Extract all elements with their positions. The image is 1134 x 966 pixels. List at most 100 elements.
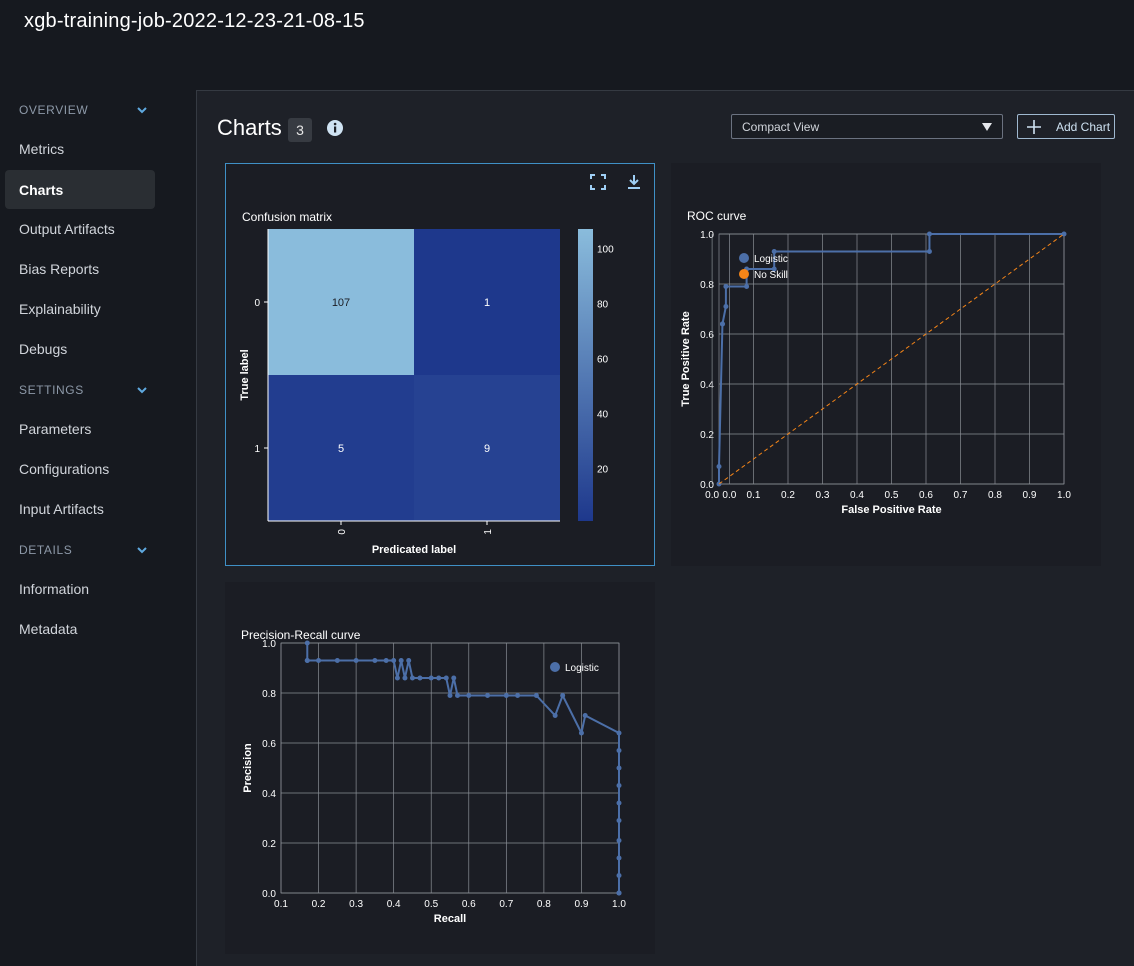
data-point (316, 658, 322, 663)
y-tick-label: 0.8 (700, 280, 714, 291)
data-point (926, 231, 932, 237)
x-tick-label: 0.7 (954, 490, 968, 501)
chart-card-precision-recall[interactable]: Precision-Recall curve 0.0 0.2 0.4 0.6 0.8 1.… (225, 582, 655, 954)
chevron-down-icon (137, 107, 147, 114)
y-tick-label: 0.0 (700, 480, 714, 491)
colorbar-tick-label: 40 (597, 410, 609, 421)
section-settings[interactable]: SETTINGS (19, 380, 149, 400)
charts-panel: Charts 3 Compact View Add Chart Confusio… (196, 90, 1134, 966)
sidebar-item-output-artifacts[interactable]: Output Artifacts (19, 221, 115, 237)
y-tick-label: 0.6 (262, 739, 276, 750)
data-point (616, 748, 622, 753)
chart-card-confusion-matrix[interactable]: Confusion matrix 107 1 5 9 0 1 0 1 Predicated la… (225, 163, 655, 566)
charts-count-badge: 3 (288, 118, 312, 142)
x-tick-label: 0.8 (988, 490, 1002, 501)
confusion-matrix-chart: 107 1 5 9 0 1 0 1 Predicated label True label 100 8… (239, 229, 614, 556)
y-tick-label: 1.0 (262, 640, 276, 650)
chevron-down-icon (137, 387, 147, 394)
no-skill-line (718, 233, 1065, 485)
data-point (552, 713, 558, 718)
info-icon[interactable] (326, 119, 344, 137)
colorbar-tick-label: 20 (597, 465, 609, 476)
sidebar-item-metadata[interactable]: Metadata (19, 621, 78, 637)
data-point (578, 730, 584, 736)
data-point (383, 658, 389, 663)
legend-marker (550, 662, 560, 672)
data-point (466, 693, 472, 698)
expand-icon[interactable] (590, 174, 606, 190)
data-point (723, 304, 729, 309)
x-tick-label: 0.6 (462, 899, 476, 910)
x-tick-label: 1.0 (1057, 490, 1071, 501)
sidebar-item-bias-reports[interactable]: Bias Reports (19, 261, 100, 277)
data-point (443, 675, 449, 681)
sidebar-item-input-artifacts[interactable]: Input Artifacts (19, 501, 104, 517)
y-tick-label: 0.4 (262, 789, 276, 800)
add-chart-label: Add Chart (1056, 120, 1111, 134)
y-tick-label: 1.0 (700, 230, 714, 241)
data-point (719, 321, 725, 327)
section-details[interactable]: DETAILS (19, 540, 149, 560)
y-tick-label: 0.4 (700, 380, 714, 391)
colorbar-tick-label: 80 (597, 299, 609, 310)
data-point (353, 658, 359, 663)
cell-value-label: 5 (338, 443, 344, 455)
section-overview[interactable]: OVERVIEW (19, 100, 149, 120)
legend-label: No Skill (754, 270, 788, 281)
data-point (372, 658, 378, 663)
legend-marker (739, 253, 749, 263)
data-point (616, 873, 622, 878)
y-tick-label: 0.2 (700, 430, 714, 441)
x-tick-label: 0.5 (885, 490, 899, 501)
data-point (428, 675, 434, 681)
sidebar-item-debugs[interactable]: Debugs (19, 341, 68, 357)
view-mode-select[interactable]: Compact View (731, 114, 1003, 139)
data-point (436, 675, 442, 681)
x-tick-label: 0.0 (705, 490, 719, 501)
precision-recall-chart: 0.0 0.2 0.4 0.6 0.8 1.0 0.1 0.2 0.3 0.4 0.5 0.6 0.7 0… (242, 640, 626, 925)
data-point (616, 800, 622, 806)
sidebar-item-parameters[interactable]: Parameters (19, 421, 92, 437)
add-chart-button[interactable]: Add Chart (1017, 114, 1115, 139)
cell-value-label: 1 (484, 297, 490, 309)
chart-card-roc-curve[interactable]: ROC curve 0.0 0.2 0.4 0.6 0.8 1.0 0.0 0.0 0.1 0.2… (671, 163, 1101, 566)
data-point (582, 713, 588, 718)
x-tick-label: 0.0 (722, 490, 736, 501)
y-tick-label: 0.8 (262, 689, 276, 700)
x-tick-label: 0.7 (499, 899, 513, 910)
data-point (304, 658, 310, 663)
active-item-highlight (5, 170, 155, 209)
data-point (533, 693, 539, 698)
view-mode-value: Compact View (742, 120, 820, 134)
x-axis-title: Recall (434, 913, 466, 925)
sidebar-item-charts[interactable]: Charts (19, 182, 64, 198)
data-point (391, 658, 397, 663)
sidebar-item-information[interactable]: Information (19, 581, 90, 597)
section-label: DETAILS (19, 543, 73, 557)
x-tick-label: 0.6 (919, 490, 933, 501)
section-label: SETTINGS (19, 383, 84, 397)
data-point (417, 675, 423, 681)
data-point (398, 658, 404, 663)
legend-label: Logistic (754, 254, 788, 265)
x-tick-label: 0.8 (537, 899, 551, 910)
data-point (616, 855, 622, 861)
page-title: xgb-training-job-2022-12-23-21-08-15 (24, 10, 365, 32)
y-axis-title: True label (239, 349, 251, 400)
data-point (503, 693, 509, 698)
data-point (744, 284, 750, 289)
cell-value-label: 107 (332, 297, 350, 309)
chevron-down-icon (137, 547, 147, 554)
cell-value-label: 9 (484, 443, 490, 455)
sidebar-item-explainability[interactable]: Explainability (19, 301, 101, 317)
colorbar-tick-label: 60 (597, 354, 609, 365)
sidebar-item-metrics[interactable]: Metrics (19, 141, 65, 157)
series-line (306, 643, 620, 893)
data-point (771, 266, 777, 272)
data-point (616, 890, 622, 896)
download-icon[interactable] (626, 174, 642, 190)
sidebar-item-configurations[interactable]: Configurations (19, 461, 110, 477)
data-point (406, 658, 412, 663)
plot-frame (280, 642, 620, 894)
y-tick-label: 0.6 (700, 330, 714, 341)
